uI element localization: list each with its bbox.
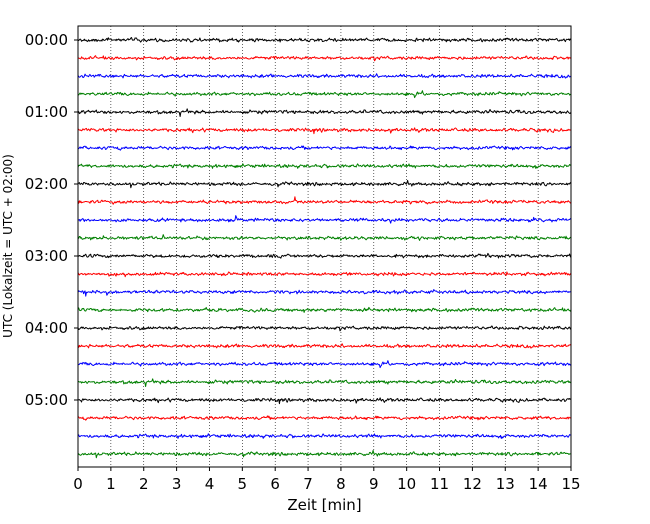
x-tick-label: 12 [463,475,482,493]
x-tick-label: 8 [336,475,346,493]
trace-0145 [77,163,572,169]
y-axis: 00:00 01:00 02:00 03:00 04:00 05:00 [25,31,78,409]
y-tick-label: 03:00 [25,247,68,265]
trace-0115 [77,127,572,135]
trace-layer [77,37,572,459]
trace-0200 [77,179,572,189]
trace-0215 [77,196,572,205]
trace-0530 [77,433,572,439]
x-tick-label: 3 [172,475,182,493]
x-tick-label: 4 [205,475,215,493]
x-tick-label: 7 [303,475,313,493]
trace-0445 [77,378,572,387]
y-tick-label: 02:00 [25,175,68,193]
trace-0400 [77,325,572,332]
trace-0230 [77,215,572,224]
trace-0045 [77,90,572,99]
x-tick-label: 2 [139,475,149,493]
trace-0330 [77,289,572,297]
trace-0030 [77,73,572,79]
plot-frame [77,25,572,468]
trace-0500 [77,397,572,405]
x-tick-label: 5 [238,475,248,493]
trace-0430 [77,360,572,369]
trace-0245 [77,234,572,241]
trace-0345 [77,306,572,313]
x-tick-label: 9 [369,475,379,493]
y-tick-label: 01:00 [25,103,68,121]
trace-0100 [77,108,572,117]
y-tick-label: 05:00 [25,391,68,409]
x-axis: 0 1 2 3 4 5 6 7 8 9 10 11 12 13 14 15 [73,467,581,493]
trace-0300 [77,252,572,259]
x-tick-label: 15 [561,475,580,493]
trace-0130 [77,145,572,151]
trace-0000 [77,37,572,43]
x-axis-label: Zeit [min] [287,496,361,514]
x-tick-label: 13 [496,475,515,493]
y-tick-label: 04:00 [25,319,68,337]
x-tick-label: 11 [430,475,449,493]
trace-0515 [77,415,572,421]
x-tick-label: 0 [73,475,83,493]
trace-0015 [77,55,572,62]
x-tick-label: 14 [529,475,548,493]
x-tick-label: 6 [270,475,280,493]
x-tick-label: 1 [106,475,116,493]
trace-0545 [77,449,572,459]
x-tick-label: 10 [397,475,416,493]
y-axis-label: UTC (Lokalzeit = UTC + 02:00) [1,154,15,338]
trace-0315 [77,271,572,278]
trace-0415 [77,343,572,349]
y-tick-label: 00:00 [25,31,68,49]
